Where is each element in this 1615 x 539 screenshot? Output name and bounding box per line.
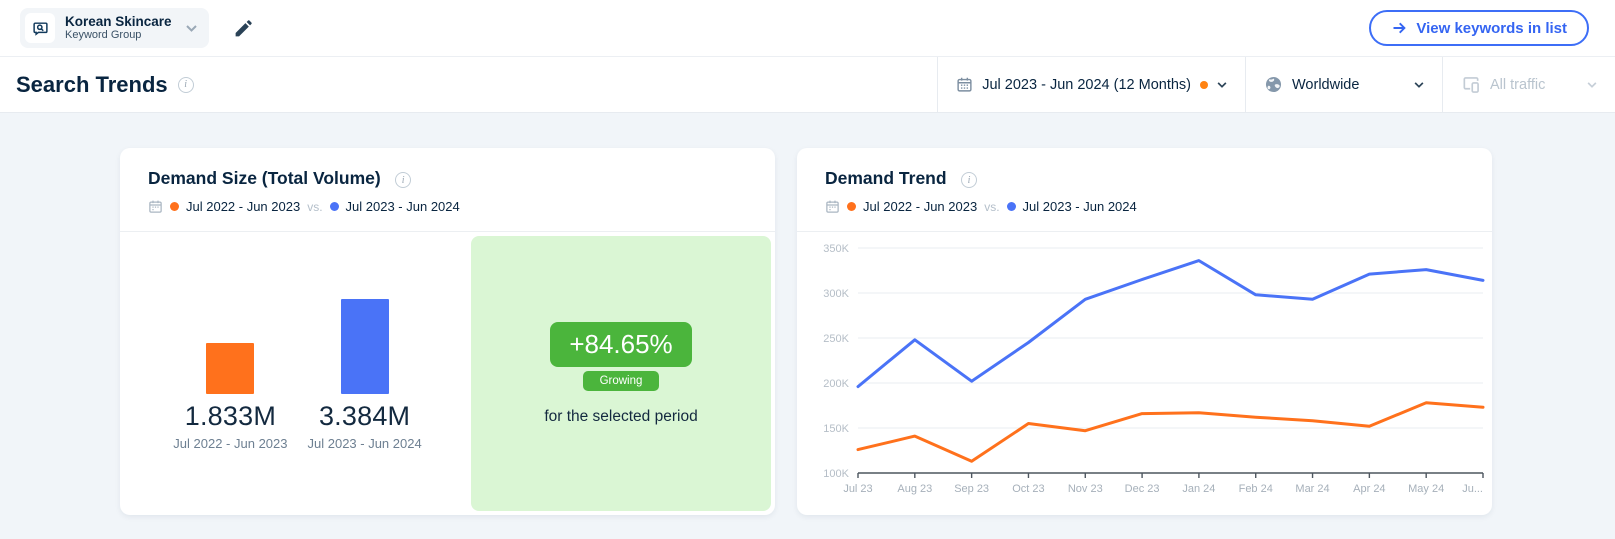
- chevron-down-icon: [185, 24, 197, 32]
- svg-text:Ju...: Ju...: [1462, 483, 1483, 495]
- svg-text:150K: 150K: [823, 423, 849, 435]
- bar-label-period-b: Jul 2023 - Jun 2024: [307, 436, 422, 451]
- growth-caption: for the selected period: [544, 407, 698, 425]
- demand-trend-chart[interactable]: 100K 150K 200K 250K 300K 350K Jul 23 Aug 23 Sep …: [797, 232, 1492, 515]
- calendar-icon: [826, 200, 839, 213]
- svg-text:Aug 23: Aug 23: [897, 483, 932, 495]
- svg-text:Nov 23: Nov 23: [1068, 483, 1103, 495]
- demand-size-body: 1.833M Jul 2022 - Jun 2023 3.384M Jul 20…: [120, 232, 775, 515]
- comparison-legend: Jul 2022 - Jun 2023 vs. Jul 2023 - Jun 2…: [825, 199, 1464, 214]
- traffic-filter[interactable]: All traffic: [1442, 57, 1615, 112]
- date-range-filter[interactable]: Jul 2023 - Jun 2024 (12 Months): [937, 57, 1245, 112]
- top-bar: Korean Skincare Keyword Group View keywo…: [0, 0, 1615, 56]
- info-icon[interactable]: i: [395, 172, 412, 189]
- vs-label: vs.: [307, 199, 323, 214]
- svg-text:100K: 100K: [823, 468, 849, 480]
- svg-text:Apr 24: Apr 24: [1353, 483, 1385, 495]
- region-value: Worldwide: [1292, 76, 1360, 93]
- arrow-right-icon: [1393, 22, 1407, 34]
- date-range-indicator-dot: [1200, 80, 1208, 89]
- demand-trend-title: Demand Trend: [825, 168, 947, 188]
- header-row: Search Trends i Jul 2023 - Jun 2024 (12 …: [0, 56, 1615, 113]
- growth-percent-badge: +84.65%: [550, 321, 692, 367]
- keyword-group-type: Keyword Group: [65, 29, 142, 41]
- comparison-legend: Jul 2022 - Jun 2023 vs. Jul 2023 - Jun 2…: [148, 199, 747, 214]
- page-title: Search Trends: [16, 71, 168, 97]
- period-b-label: Jul 2023 - Jun 2024: [345, 199, 460, 214]
- period-b-dot: [329, 202, 339, 211]
- svg-text:250K: 250K: [823, 333, 849, 345]
- demand-size-title: Demand Size (Total Volume): [148, 168, 381, 188]
- svg-text:Jan 24: Jan 24: [1182, 483, 1215, 495]
- keyword-group-icon: [25, 13, 55, 43]
- bar-column-period-a: 1.833M Jul 2022 - Jun 2023: [173, 343, 288, 451]
- bar-label-period-a: Jul 2022 - Jun 2023: [173, 436, 288, 451]
- bar-column-period-b: 3.384M Jul 2023 - Jun 2024: [308, 299, 422, 451]
- bar-value-period-b: 3.384M: [318, 401, 411, 431]
- vs-label: vs.: [984, 199, 1000, 214]
- bar-period-b[interactable]: [340, 299, 389, 394]
- bar-period-a[interactable]: [206, 343, 255, 394]
- svg-text:Feb 24: Feb 24: [1239, 483, 1273, 495]
- date-range-value: Jul 2023 - Jun 2024 (12 Months): [982, 76, 1191, 93]
- volume-bar-chart: 1.833M Jul 2022 - Jun 2023 3.384M Jul 20…: [124, 236, 471, 511]
- chevron-down-icon: [1587, 81, 1597, 88]
- demand-size-card: Demand Size (Total Volume) i Jul 2022 - …: [120, 148, 775, 515]
- period-b-dot: [1006, 202, 1016, 211]
- svg-text:Jul 23: Jul 23: [843, 483, 872, 495]
- chevron-down-icon: [1414, 81, 1424, 88]
- edit-group-button[interactable]: [233, 18, 254, 39]
- period-b-label: Jul 2023 - Jun 2024: [1022, 199, 1137, 214]
- pencil-icon: [235, 19, 252, 36]
- view-keywords-label: View keywords in list: [1416, 19, 1567, 37]
- period-a-dot: [170, 202, 179, 211]
- keyword-group-text: Korean Skincare Keyword Group: [65, 14, 172, 42]
- svg-text:May 24: May 24: [1408, 483, 1444, 495]
- svg-text:Dec 23: Dec 23: [1125, 483, 1160, 495]
- chevron-down-icon: [1217, 81, 1227, 88]
- growth-status-badge: Growing: [582, 370, 660, 391]
- globe-icon: [1265, 76, 1282, 93]
- period-a-dot: [847, 202, 856, 211]
- traffic-value: All traffic: [1490, 76, 1546, 93]
- demand-trend-card: Demand Trend i Jul 2022 - Jun 2023 vs. J…: [797, 148, 1492, 515]
- demand-trend-header: Demand Trend i Jul 2022 - Jun 2023 vs. J…: [797, 148, 1492, 232]
- view-keywords-button[interactable]: View keywords in list: [1369, 10, 1589, 46]
- calendar-icon: [149, 200, 162, 213]
- demand-trend-body: 100K 150K 200K 250K 300K 350K Jul 23 Aug 23 Sep …: [797, 232, 1492, 515]
- bar-value-period-a: 1.833M: [184, 401, 277, 431]
- keyword-group-selector[interactable]: Korean Skincare Keyword Group: [20, 8, 209, 48]
- period-a-label: Jul 2022 - Jun 2023: [186, 199, 301, 214]
- svg-text:Sep 23: Sep 23: [954, 483, 989, 495]
- keyword-group-name: Korean Skincare: [65, 14, 172, 29]
- info-icon[interactable]: i: [961, 172, 978, 189]
- devices-icon: [1463, 76, 1479, 93]
- calendar-icon: [957, 77, 972, 92]
- content-area: Demand Size (Total Volume) i Jul 2022 - …: [0, 113, 1615, 515]
- svg-text:350K: 350K: [823, 243, 849, 255]
- filter-bar: Jul 2023 - Jun 2024 (12 Months) Worldwid…: [937, 57, 1615, 112]
- demand-size-header: Demand Size (Total Volume) i Jul 2022 - …: [120, 148, 775, 232]
- svg-text:Mar 24: Mar 24: [1295, 483, 1329, 495]
- svg-text:200K: 200K: [823, 378, 849, 390]
- period-a-label: Jul 2022 - Jun 2023: [863, 199, 978, 214]
- region-filter[interactable]: Worldwide: [1245, 57, 1442, 112]
- info-icon[interactable]: i: [177, 76, 194, 93]
- svg-text:Oct 23: Oct 23: [1012, 483, 1044, 495]
- growth-panel: +84.65% Growing for the selected period: [471, 236, 771, 511]
- svg-text:300K: 300K: [823, 288, 849, 300]
